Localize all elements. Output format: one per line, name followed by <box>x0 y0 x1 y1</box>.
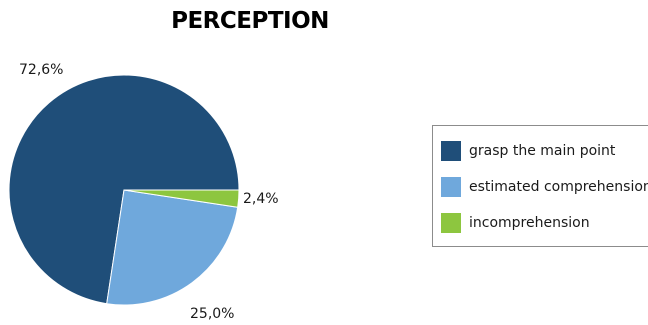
legend-swatch <box>441 213 461 233</box>
legend-label: incomprehension <box>469 215 590 231</box>
pie-slice-estimated-comprehension <box>106 189 239 306</box>
pie-slices <box>8 74 240 306</box>
legend-item-grasp-main-point: grasp the main point <box>441 138 615 164</box>
legend-label: estimated comprehension <box>469 179 648 195</box>
legend-swatch <box>441 141 461 161</box>
legend-swatch <box>441 177 461 197</box>
slice-label-incomprehension: 2,4% <box>243 191 279 207</box>
chart-legend: grasp the main point estimated comprehen… <box>432 125 648 247</box>
chart-title: PERCEPTION <box>171 8 329 34</box>
legend-item-incomprehension: incomprehension <box>441 210 590 236</box>
pie-slice-grasp-main-point <box>8 74 240 305</box>
slice-label-estimated-comprehension: 25,0% <box>190 306 235 322</box>
legend-item-estimated-comprehension: estimated comprehension <box>441 174 648 200</box>
slice-label-grasp-main-point: 72,6% <box>19 62 64 78</box>
pie-slice-incomprehension <box>123 189 240 208</box>
legend-label: grasp the main point <box>469 143 616 159</box>
